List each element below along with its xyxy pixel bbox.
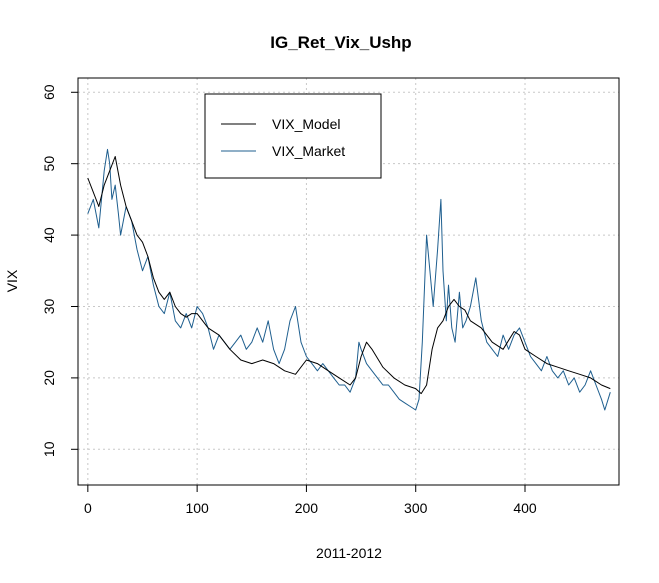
chart-title: IG_Ret_Vix_Ushp bbox=[270, 33, 411, 52]
legend-label: VIX_Model bbox=[272, 116, 340, 132]
series-line-vix-model bbox=[87, 156, 611, 395]
series-layer bbox=[87, 148, 611, 411]
x-tick-label: 300 bbox=[404, 500, 428, 516]
x-axis: 0 100 200 300 400 bbox=[84, 485, 537, 516]
x-tick-label: 400 bbox=[513, 500, 537, 516]
plot-frame bbox=[77, 77, 620, 486]
y-axis-label: VIX bbox=[4, 269, 20, 292]
y-tick-label: 60 bbox=[41, 84, 57, 100]
x-tick-label: 0 bbox=[84, 500, 92, 516]
legend-box bbox=[204, 93, 382, 179]
y-tick-label: 10 bbox=[41, 441, 57, 457]
x-tick-label: 100 bbox=[185, 500, 209, 516]
x-axis-label: 2011-2012 bbox=[316, 545, 382, 561]
y-tick-label: 40 bbox=[41, 227, 57, 243]
legend: VIX_Model VIX_Market bbox=[204, 93, 382, 179]
series-line-vix-market bbox=[87, 148, 611, 411]
y-tick-label: 20 bbox=[41, 370, 57, 386]
legend-label: VIX_Market bbox=[272, 143, 345, 159]
y-axis: 10 20 30 40 50 60 bbox=[41, 84, 78, 457]
y-tick-label: 50 bbox=[41, 156, 57, 172]
y-tick-label: 30 bbox=[41, 298, 57, 314]
x-tick-label: 200 bbox=[295, 500, 319, 516]
